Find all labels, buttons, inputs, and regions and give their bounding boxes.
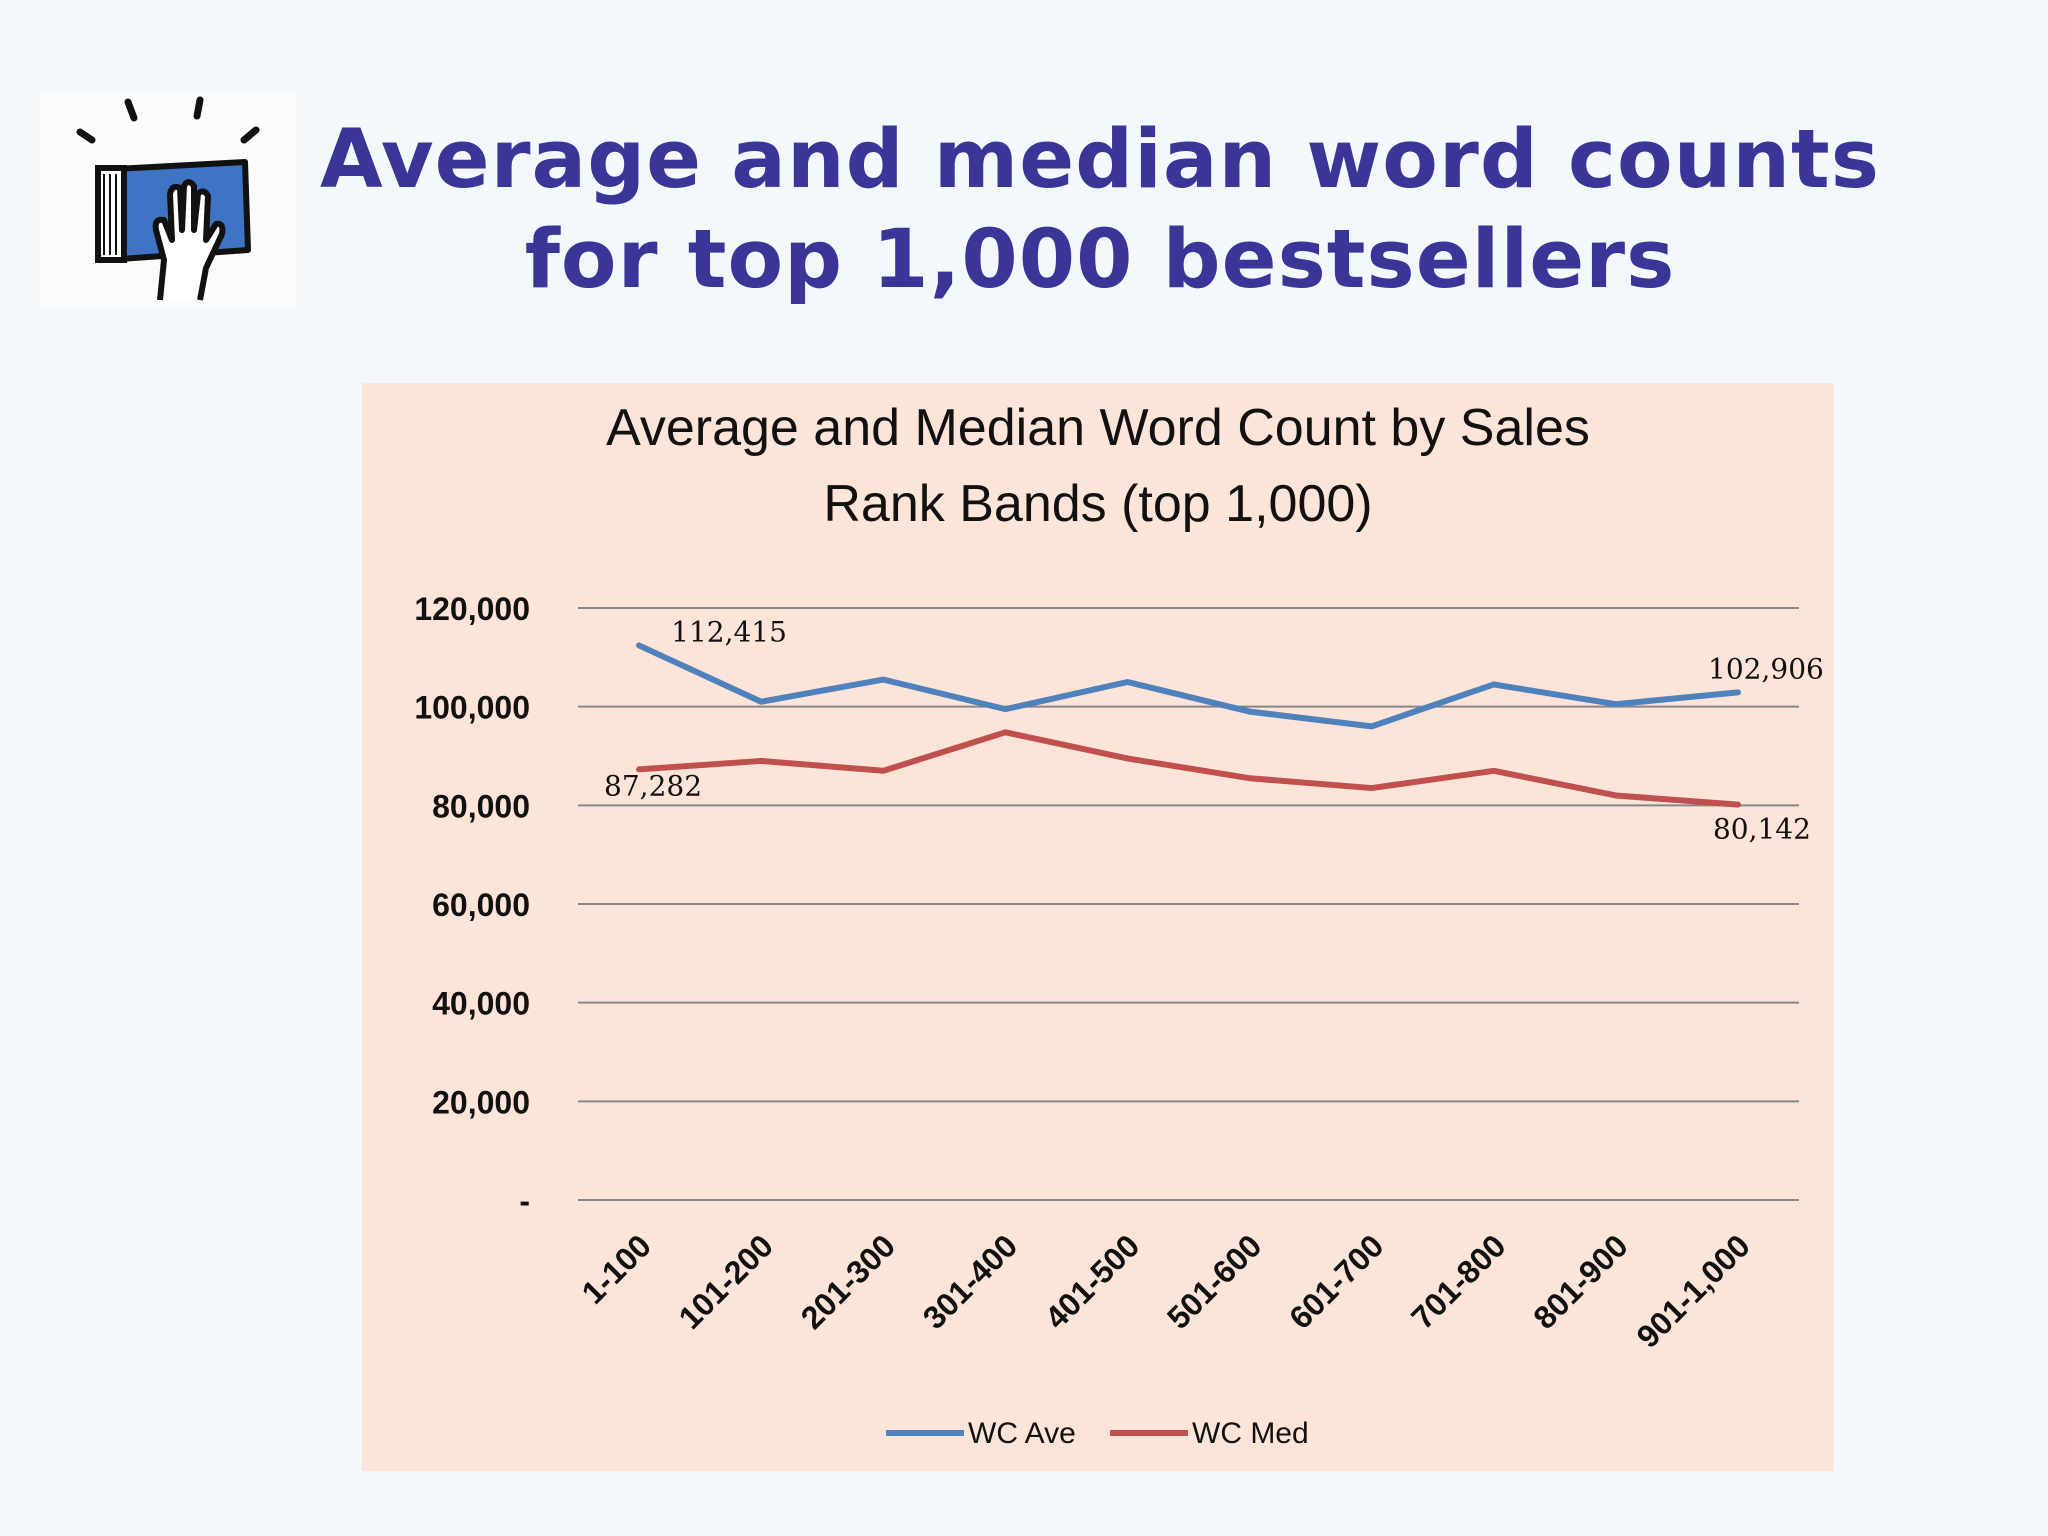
data-label: 87,282 bbox=[604, 769, 702, 802]
legend: WC Ave WC Med bbox=[886, 1417, 1309, 1450]
y-tick-label: 100,000 bbox=[414, 690, 530, 726]
x-tick-label: 601-700 bbox=[1282, 1227, 1390, 1335]
data-label: 80,142 bbox=[1713, 813, 1811, 846]
x-axis-tick-labels: 1-100 101-200 201-300 301-400 401-500 501-600… bbox=[575, 1227, 1757, 1354]
chart-title-line-1: Average and Median Word Count by Sales bbox=[606, 399, 1590, 457]
x-tick-label: 501-600 bbox=[1160, 1227, 1268, 1335]
data-labels: 112,415 102,906 87,282 80,142 bbox=[604, 615, 1824, 845]
gridlines bbox=[578, 607, 1799, 1201]
x-tick-label: 701-800 bbox=[1404, 1227, 1512, 1335]
data-label: 112,415 bbox=[671, 615, 787, 648]
page-title: Average and median word counts for top 1… bbox=[300, 110, 1900, 310]
x-tick-label: 401-500 bbox=[1038, 1227, 1146, 1335]
y-tick-label: - bbox=[519, 1183, 530, 1219]
book-with-hand-icon bbox=[76, 96, 260, 301]
y-tick-label: 20,000 bbox=[432, 1084, 530, 1120]
x-tick-label: 901-1,000 bbox=[1630, 1227, 1757, 1354]
y-axis-tick-labels: - 20,000 40,000 60,000 80,000 100,000 120,000 bbox=[414, 591, 530, 1219]
x-tick-label: 301-400 bbox=[916, 1227, 1024, 1335]
y-tick-label: 80,000 bbox=[432, 788, 530, 824]
y-tick-label: 40,000 bbox=[432, 986, 530, 1022]
series-lines bbox=[636, 642, 1741, 808]
page-title-line-2: for top 1,000 bestsellers bbox=[524, 213, 1676, 307]
series-line-wc-ave bbox=[636, 642, 1741, 730]
x-tick-label: 1-100 bbox=[575, 1227, 658, 1310]
legend-label: WC Ave bbox=[968, 1417, 1076, 1450]
page-title-line-1: Average and median word counts bbox=[320, 113, 1880, 207]
x-tick-label: 801-900 bbox=[1526, 1227, 1634, 1335]
y-tick-label: 120,000 bbox=[414, 591, 530, 627]
line-chart: Average and Median Word Count by Sales R… bbox=[414, 399, 1824, 1450]
data-label: 102,906 bbox=[1708, 652, 1824, 685]
chart-panel: Average and Median Word Count by Sales R… bbox=[362, 383, 1834, 1471]
x-tick-label: 101-200 bbox=[672, 1227, 780, 1335]
x-tick-label: 201-300 bbox=[794, 1227, 902, 1335]
logo bbox=[40, 90, 296, 310]
series-line-wc-med bbox=[636, 729, 1741, 808]
legend-label: WC Med bbox=[1192, 1417, 1309, 1450]
y-tick-label: 60,000 bbox=[432, 887, 530, 923]
chart-title-line-2: Rank Bands (top 1,000) bbox=[823, 475, 1372, 533]
